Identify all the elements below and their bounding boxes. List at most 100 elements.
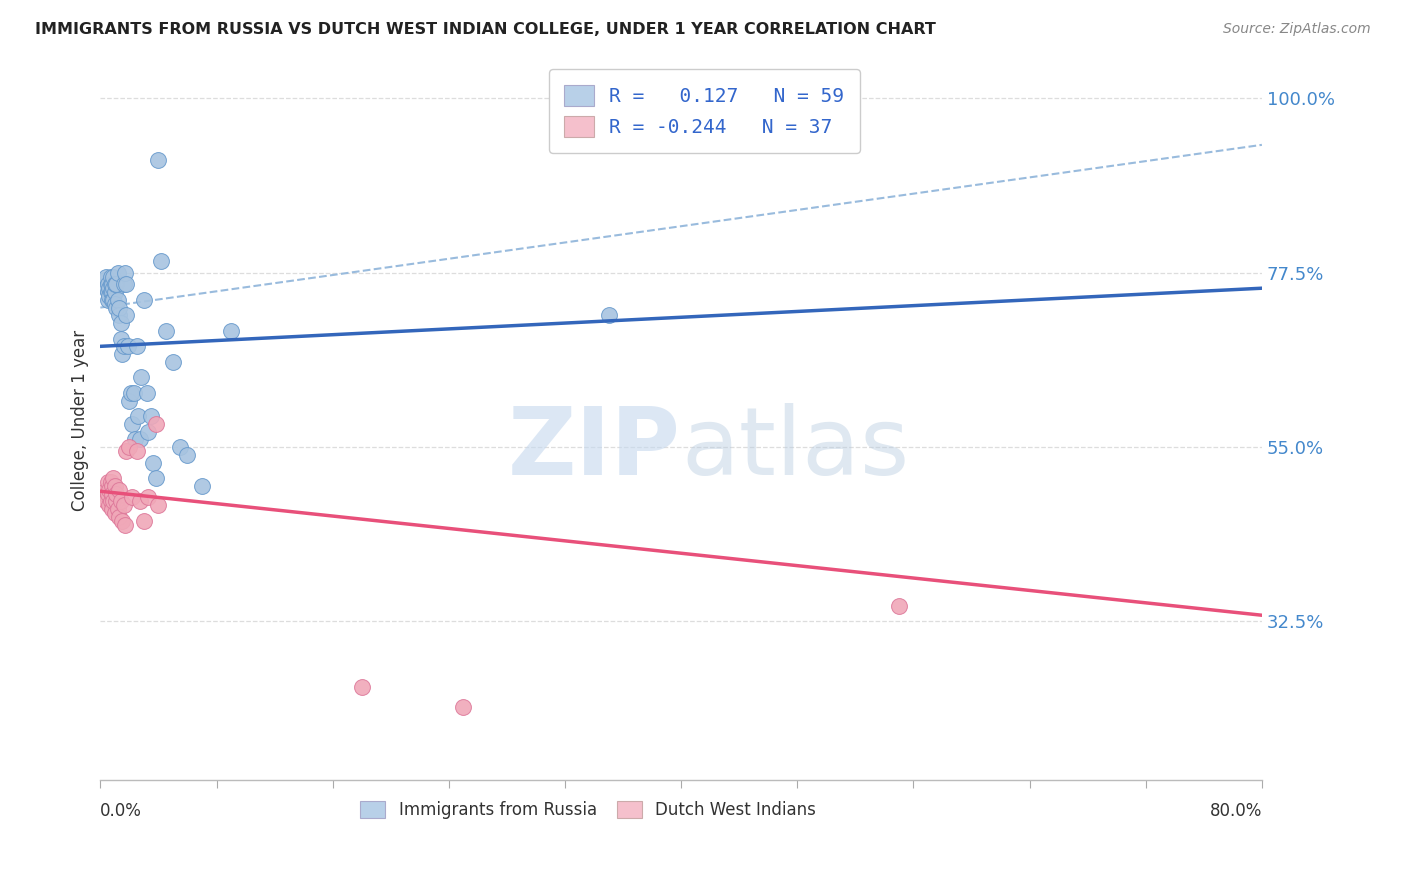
Point (136, 425, 159, 439)
Text: atlas: atlas (681, 403, 910, 495)
Point (104, 506, 127, 520)
Point (101, 285, 124, 299)
Point (101, 277, 124, 292)
Point (98, 483, 121, 497)
Point (127, 409, 149, 423)
Point (96, 281, 118, 295)
Point (176, 448, 198, 462)
Point (93, 273, 115, 287)
Point (105, 277, 128, 292)
Point (350, 681, 373, 695)
Point (111, 347, 134, 361)
Point (107, 266, 129, 280)
Point (135, 385, 157, 400)
Point (114, 517, 136, 532)
Point (107, 502, 129, 516)
Point (110, 494, 132, 508)
Point (155, 324, 177, 338)
Point (141, 409, 163, 423)
Point (121, 417, 143, 431)
Point (96, 269, 118, 284)
Point (97, 475, 120, 489)
Point (115, 277, 138, 292)
Point (103, 471, 125, 485)
Point (108, 301, 131, 315)
Point (128, 433, 150, 447)
Point (120, 385, 142, 400)
Point (598, 309, 620, 323)
Point (145, 417, 167, 431)
Point (219, 324, 242, 338)
Point (115, 444, 138, 458)
Point (103, 494, 125, 508)
Point (103, 269, 125, 284)
Point (98, 498, 121, 512)
Point (191, 479, 214, 493)
Point (150, 254, 173, 268)
Point (101, 479, 124, 493)
Point (132, 293, 155, 307)
Point (114, 266, 136, 280)
Point (104, 296, 127, 310)
Point (121, 491, 143, 505)
Point (112, 277, 135, 292)
Legend: Immigrants from Russia, Dutch West Indians: Immigrants from Russia, Dutch West India… (354, 795, 823, 826)
Point (162, 355, 184, 369)
Point (97, 285, 120, 299)
Point (110, 316, 132, 330)
Text: 0.0%: 0.0% (100, 802, 142, 820)
Point (93, 486, 115, 500)
Point (148, 498, 170, 512)
Text: Source: ZipAtlas.com: Source: ZipAtlas.com (1223, 22, 1371, 37)
Point (887, 599, 910, 613)
Point (97, 293, 120, 307)
Point (112, 498, 135, 512)
Point (169, 440, 191, 454)
Point (108, 309, 131, 323)
Point (98, 289, 121, 303)
Point (108, 483, 131, 497)
Point (112, 339, 135, 353)
Point (148, 153, 170, 168)
Point (107, 293, 129, 307)
Point (104, 285, 127, 299)
Point (100, 269, 122, 284)
Point (122, 385, 145, 400)
Text: 80.0%: 80.0% (1209, 802, 1263, 820)
Point (105, 486, 128, 500)
Point (118, 393, 141, 408)
Point (110, 332, 132, 346)
Point (97, 486, 120, 500)
Point (136, 491, 159, 505)
Point (108, 509, 131, 524)
Point (101, 293, 124, 307)
Point (101, 502, 124, 516)
Point (100, 494, 122, 508)
Point (103, 293, 125, 307)
Point (100, 285, 122, 299)
Point (104, 277, 127, 292)
Point (115, 309, 138, 323)
Point (125, 444, 148, 458)
Point (118, 440, 141, 454)
Point (98, 281, 121, 295)
Point (96, 494, 118, 508)
Point (97, 277, 120, 292)
Text: IMMIGRANTS FROM RUSSIA VS DUTCH WEST INDIAN COLLEGE, UNDER 1 YEAR CORRELATION CH: IMMIGRANTS FROM RUSSIA VS DUTCH WEST IND… (35, 22, 936, 37)
Y-axis label: College, Under 1 year: College, Under 1 year (72, 329, 89, 510)
Point (142, 456, 165, 470)
Point (124, 433, 146, 447)
Point (105, 301, 128, 315)
Point (100, 277, 122, 292)
Point (101, 486, 124, 500)
Point (104, 479, 127, 493)
Point (111, 514, 134, 528)
Point (96, 483, 118, 497)
Point (125, 339, 148, 353)
Point (105, 494, 128, 508)
Point (132, 514, 155, 528)
Point (145, 471, 167, 485)
Point (103, 281, 125, 295)
Point (129, 370, 152, 384)
Point (100, 475, 122, 489)
